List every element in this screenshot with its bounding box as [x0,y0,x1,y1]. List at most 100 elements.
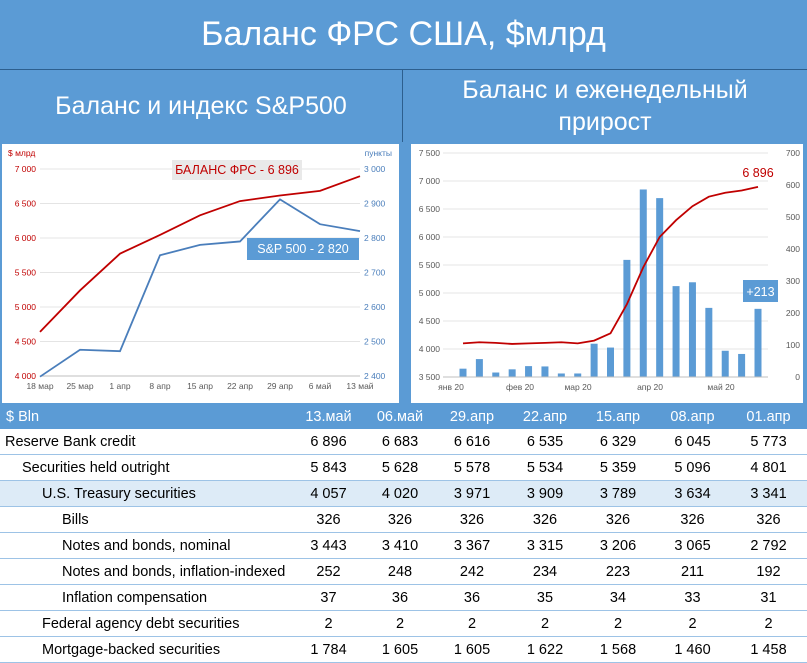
balance-weekly-chart-panel: 7 500 7 000 6 500 6 000 5 500 5 000 4 500 4 000… [403,142,807,405]
table-cell: 5 534 [509,454,581,481]
row-label: Federal agency debt securities [0,610,292,637]
x-tick-label: 15 апр [187,381,213,391]
table-cell: 252 [292,558,365,585]
table-cell: 1 605 [365,636,435,663]
table-cell: 37 [292,584,365,611]
table-cell: 5 578 [435,454,509,481]
x-tick-label: 22 апр [227,381,253,391]
y-right-tick-label: 2 900 [364,199,386,209]
table-cell: 192 [730,558,807,585]
row-label: Notes and bonds, inflation-indexed [0,558,292,585]
x-tick-label: 18 мар [26,381,53,391]
x-tick-label: 25 мар [66,381,93,391]
y-left-tick-label: 4 500 [419,316,441,326]
table-cell: 36 [435,584,509,611]
table-cell: 4 801 [730,454,807,481]
y-left-tick-label: 3 500 [419,372,441,382]
balance-label-bg [172,160,302,180]
table-cell: 1 458 [730,636,807,663]
table-cell: 6 896 [292,429,365,455]
y-left-tick-label: 5 500 [15,268,37,278]
weekly-increment-bar [672,286,680,377]
table-cell: 326 [509,506,581,533]
x-tick-label: 13 май [346,381,373,391]
table-cell: 326 [730,506,807,533]
y-left-tick-label: 6 500 [419,204,441,214]
weekly-increment-bar [574,373,582,377]
y-left-tick-label: 5 000 [15,302,37,312]
table-cell: 5 628 [365,454,435,481]
y-left-tick-label: 4 000 [15,371,37,381]
x-tick-label: май 20 [707,382,734,392]
table-cell: 2 [292,610,365,637]
y-left-tick-label: 5 000 [419,288,441,298]
table-row: Notes and bonds, nominal 3 443 3 410 3 367 3… [0,532,807,559]
table-row: Bills 326 326 326 326 326 326 326 [0,506,807,533]
table-cell: 326 [581,506,655,533]
table-cell: 1 460 [655,636,730,663]
table-cell: 4 020 [365,480,435,507]
y-left-tick-label: 7 000 [419,176,441,186]
table-cell: 35 [509,584,581,611]
table-cell: 3 634 [655,480,730,507]
table-cell: 36 [365,584,435,611]
balance-sp500-chart: 7 000 6 500 6 000 5 500 5 000 4 500 4 000 3 000… [2,144,399,403]
row-label: Notes and bonds, nominal [0,532,292,559]
weekly-increment-bar [623,259,631,377]
plot-background [2,144,399,403]
header-date: 22.апр [509,405,581,429]
x-tick-label: фев 20 [506,382,534,392]
weekly-increment-bar [475,359,483,377]
header-date: 29.апр [435,405,509,429]
last-increment-label-bg [743,280,778,302]
table-cell: 2 [655,610,730,637]
table-row: Securities held outright 5 843 5 628 5 578 5… [0,454,807,481]
y-right-tick-label: 2 600 [364,302,386,312]
table-cell: 223 [581,558,655,585]
balance-value-label: 6 896 [742,166,773,180]
table-cell: 234 [509,558,581,585]
row-label: U.S. Treasury securities [0,480,292,507]
table-cell: 3 341 [730,480,807,507]
weekly-increment-bar [508,369,516,377]
balance-label: БАЛАНС ФРС - 6 896 [172,160,302,180]
balance-weekly-chart: 7 500 7 000 6 500 6 000 5 500 5 000 4 500 4 000… [411,144,803,403]
table-cell: 1 784 [292,636,365,663]
table-cell: 5 359 [581,454,655,481]
table-cell: 3 443 [292,532,365,559]
y-right-tick-label: 100 [786,340,800,350]
x-tick-label: янв 20 [438,382,464,392]
y-left-tick-label: 6 500 [15,199,37,209]
y-left-tick-label: 4 500 [15,337,37,347]
page-title: Баланс ФРС США, $млрд [0,0,807,70]
y-right-tick-label: 2 500 [364,337,386,347]
y-left-tick-label: 6 000 [419,232,441,242]
table-cell: 34 [581,584,655,611]
balance-sp500-chart-panel: 7 000 6 500 6 000 5 500 5 000 4 500 4 000 3 000… [0,142,403,405]
balance-series-line [462,185,759,345]
header-date: 15.апр [581,405,655,429]
weekly-increment-bar [590,343,598,377]
table-cell: 6 535 [509,429,581,455]
table-cell: 5 096 [655,454,730,481]
table-row: Reserve Bank credit 6 896 6 683 6 616 6 535 6… [0,429,807,455]
table-header-row: $ Bln 13.май 06.май 29.апр 22.апр 15.апр… [0,405,807,429]
table-row: Federal agency debt securities 2 2 2 2 2 2 2 [0,610,807,637]
table-cell: 1 605 [435,636,509,663]
y-left-tick-label: 7 000 [15,164,37,174]
table-cell: 326 [292,506,365,533]
row-label: Reserve Bank credit [0,429,292,455]
balance-table-wrapper: $ Bln 13.май 06.май 29.апр 22.апр 15.апр… [0,405,807,663]
y-right-unit: пункты [365,148,392,158]
table-cell: 33 [655,584,730,611]
y-right-tick-label: 2 400 [364,371,386,381]
table-cell: 242 [435,558,509,585]
table-cell: 6 616 [435,429,509,455]
weekly-increment-bar [705,307,713,377]
row-label: Securities held outright [0,454,292,481]
y-right-tick-label: 2 800 [364,233,386,243]
y-left-unit: $ млрд [8,148,35,158]
table-cell: 3 789 [581,480,655,507]
y-left-tick-label: 6 000 [15,233,37,243]
table-cell: 6 329 [581,429,655,455]
